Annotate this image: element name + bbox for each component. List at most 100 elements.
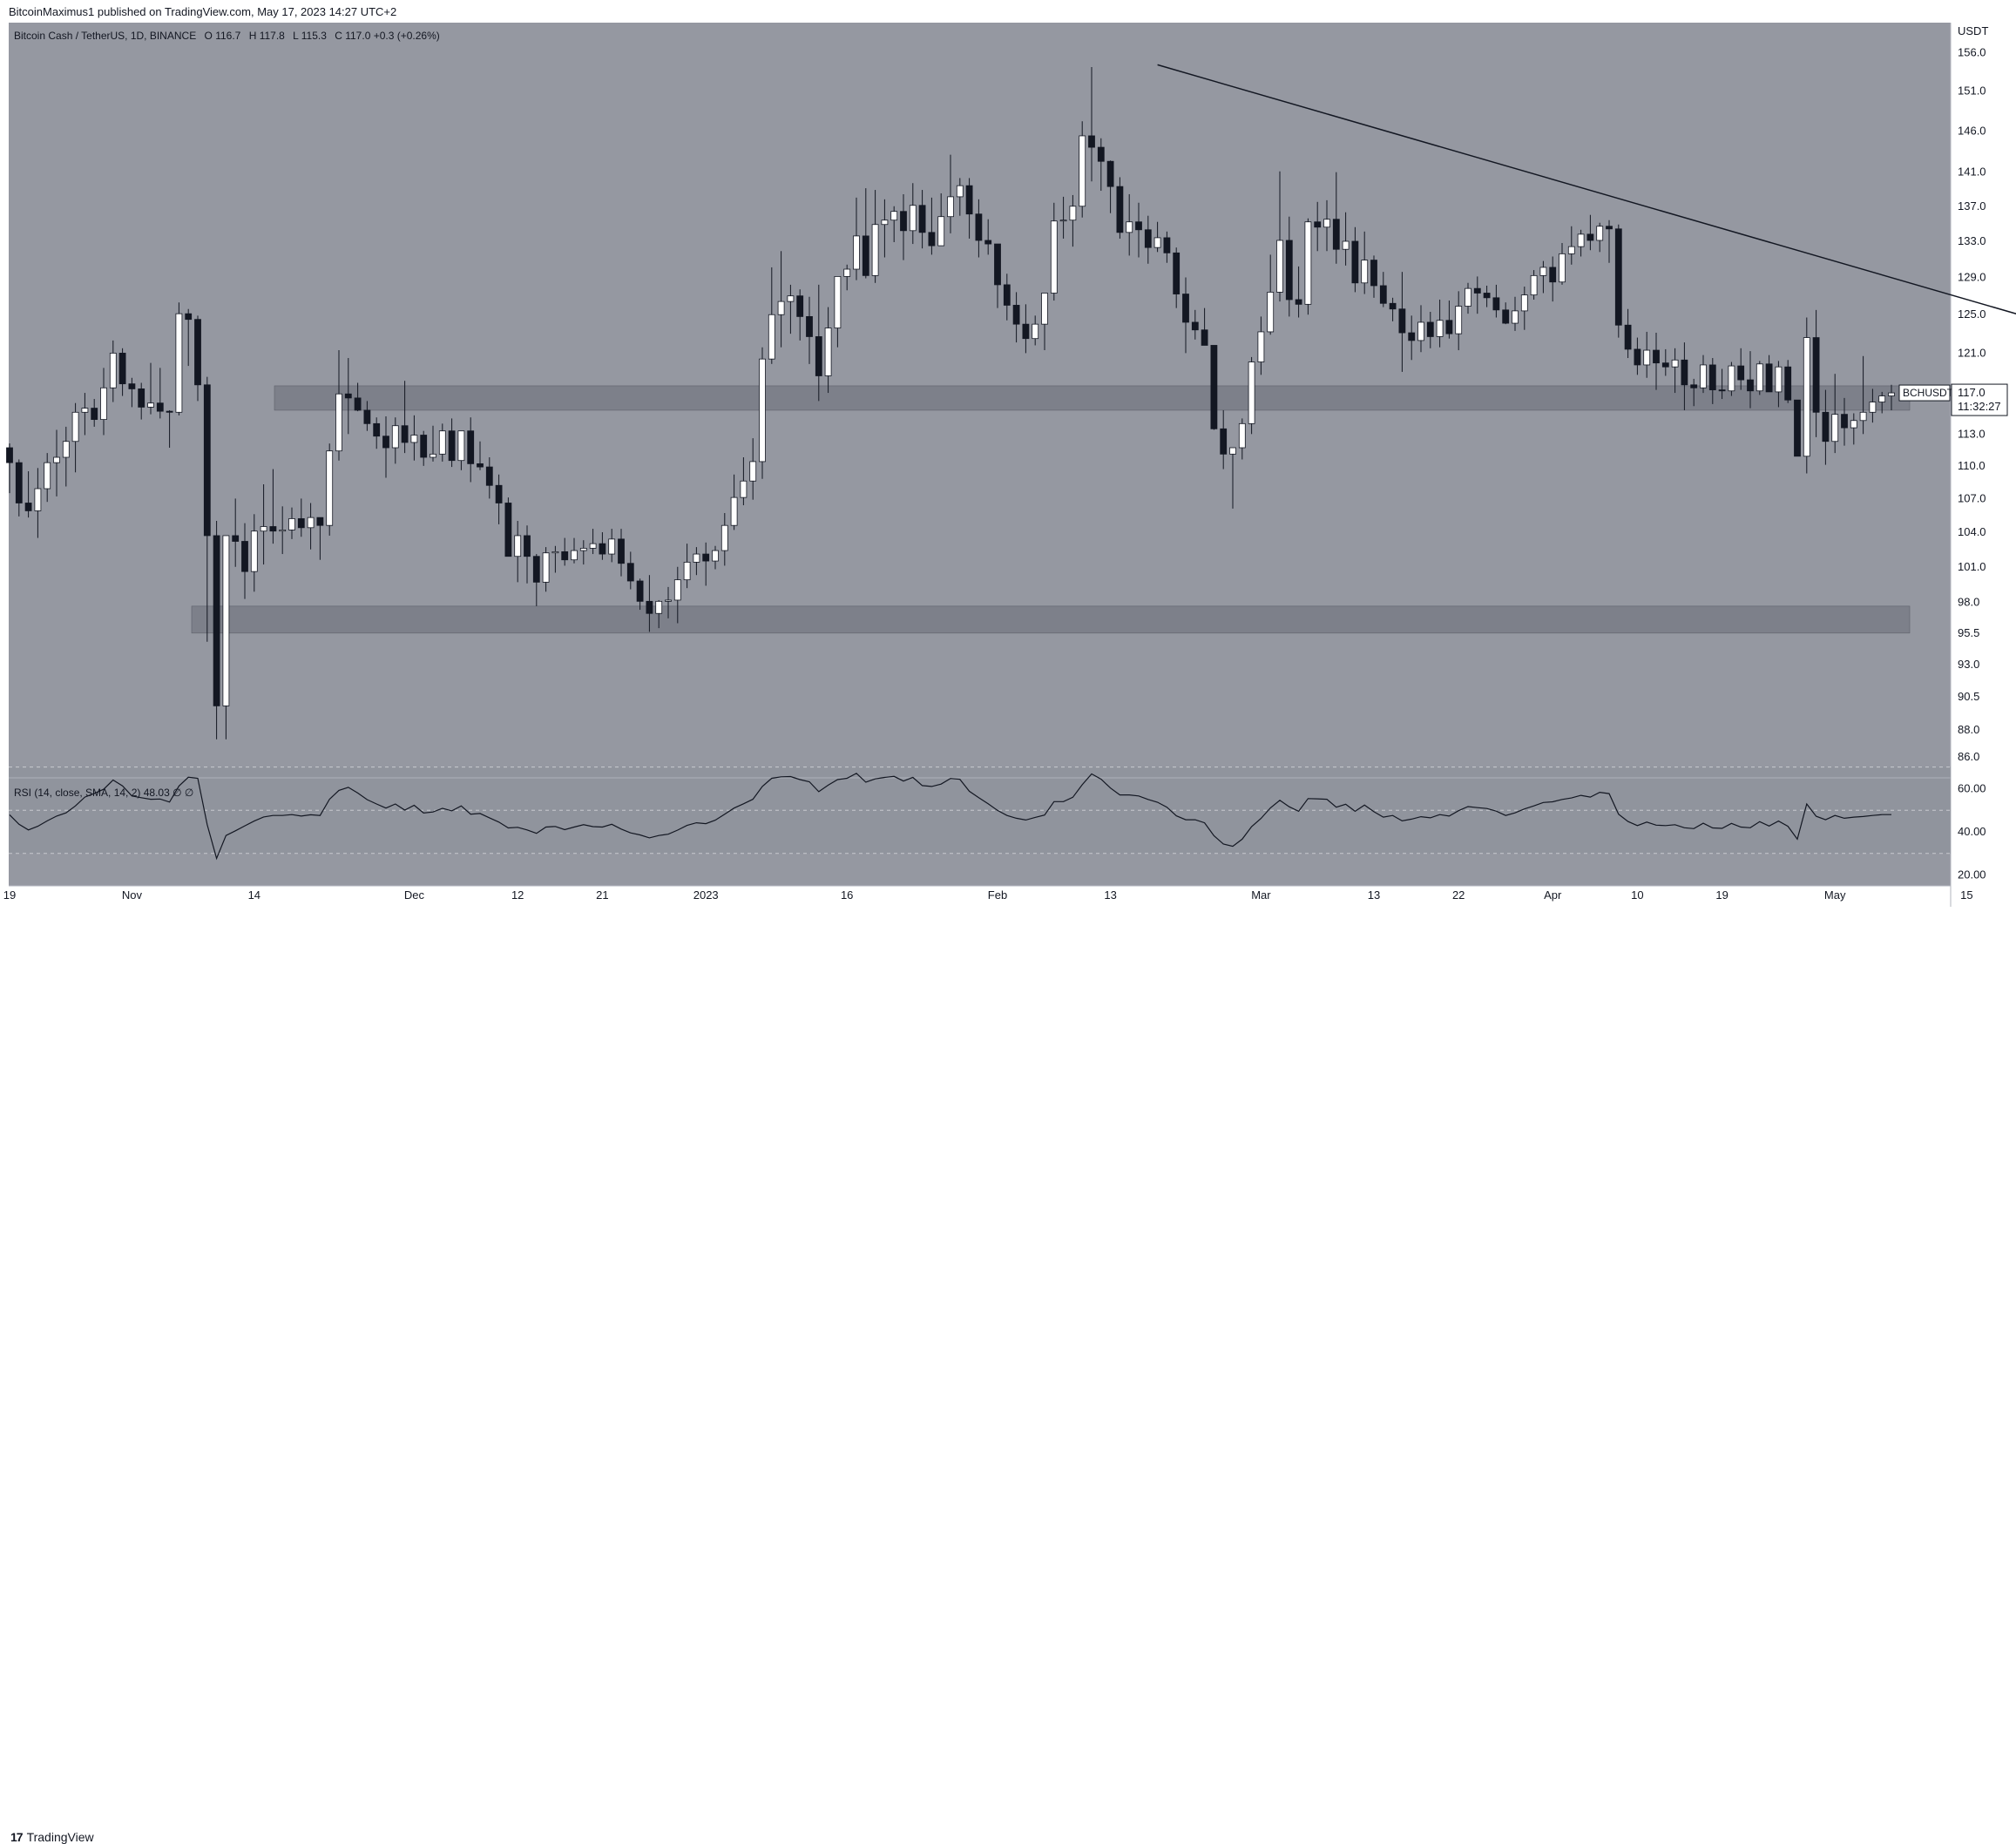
rsi-tick-label: 40.00 <box>1958 825 1986 838</box>
candle-up <box>1069 206 1077 221</box>
candle-down <box>344 393 352 399</box>
chart-area[interactable]: USDT 156.0 151.0 146.0 141.0 137.0 133.0 129.0 1… <box>0 0 2016 940</box>
candle-up <box>335 393 342 452</box>
candle-down <box>1812 337 1820 413</box>
candle-down <box>646 600 653 614</box>
candle-up <box>1465 287 1471 307</box>
time-tick-label: 19 <box>1715 888 1728 902</box>
rsi-extra: ∅ ∅ <box>170 787 194 799</box>
candle-down <box>862 235 869 276</box>
rsi-line <box>9 773 1891 861</box>
time-tick-label: 13 <box>1104 888 1116 902</box>
last-price-label: 117.0 <box>1958 386 1986 399</box>
time-tick-label: Dec <box>404 888 425 902</box>
candle-down <box>1502 309 1510 324</box>
price-tick-label: 98.0 <box>1958 596 1979 609</box>
candle-up <box>410 435 418 443</box>
candle-down <box>1012 305 1020 325</box>
price-tick-label: 151.0 <box>1958 84 1986 98</box>
time-tick-label: Nov <box>122 888 143 902</box>
trendline[interactable] <box>1157 64 2016 375</box>
price-tick-label: 86.0 <box>1958 750 1979 763</box>
candle-down <box>1681 359 1688 386</box>
candle-down <box>1285 240 1293 301</box>
candle-down <box>900 211 907 232</box>
candle-up <box>147 402 154 408</box>
candle-down <box>1379 285 1387 304</box>
candle-up <box>1436 320 1444 337</box>
candle-up <box>608 538 616 555</box>
candle-down <box>599 543 606 555</box>
candle-up <box>100 387 107 420</box>
candle-up <box>956 185 964 198</box>
candle-up <box>551 551 559 554</box>
candle-down <box>1022 323 1030 340</box>
resistance-trendline <box>1157 64 2016 314</box>
candle-down <box>1606 226 1613 230</box>
candle-up <box>693 553 700 563</box>
price-tick-label: 156.0 <box>1958 45 1986 58</box>
candle-down <box>636 580 644 602</box>
candle-up <box>881 220 889 226</box>
candle-down <box>1097 146 1105 162</box>
tradingview-logo[interactable]: 17 TradingView <box>10 1830 94 1844</box>
open-label: O <box>201 30 213 42</box>
candle-down <box>1210 345 1218 429</box>
candle-up <box>1342 240 1350 250</box>
time-tick-label: 2023 <box>693 888 719 902</box>
price-tick-label: 101.0 <box>1958 560 1986 573</box>
candle-down <box>241 541 248 572</box>
candle-up <box>430 453 436 458</box>
price-tick-label: 90.5 <box>1958 690 1979 703</box>
candle-down <box>448 430 456 462</box>
time-tick-label: 21 <box>596 888 608 902</box>
time-tick-label: 13 <box>1368 888 1380 902</box>
candle-down <box>166 410 173 413</box>
candle-down <box>1351 240 1359 284</box>
candle-down <box>1426 321 1434 337</box>
candle-up <box>890 211 898 221</box>
candle-down <box>118 353 126 385</box>
candle-down <box>401 425 409 443</box>
candle-up <box>1539 267 1547 276</box>
candle-up <box>326 450 334 526</box>
candle-up <box>109 353 117 388</box>
candle-down <box>1332 219 1340 250</box>
candle-up <box>1888 392 1895 396</box>
candle-up <box>250 530 258 572</box>
candle-down <box>561 551 569 561</box>
candle-up <box>1276 240 1283 293</box>
change-value: +0.3 (+0.26%) <box>370 30 439 42</box>
candle-up <box>1455 306 1463 334</box>
high-label: H <box>246 30 256 42</box>
candle-up <box>1577 233 1585 247</box>
candle-down <box>524 535 531 557</box>
candle-down <box>213 535 220 706</box>
candle-down <box>806 316 813 337</box>
candle-up <box>34 488 42 511</box>
candle-up <box>1079 135 1086 207</box>
candle-down <box>975 213 983 241</box>
rsi-value: 48.03 <box>140 787 170 799</box>
candle-down <box>1708 364 1716 390</box>
rsi-label: RSI (14, close, SMA, 14, 2) <box>14 787 140 799</box>
candle-down <box>1747 379 1754 392</box>
candle-down <box>1182 294 1189 323</box>
time-tick-label: 19 <box>3 888 16 902</box>
candle-down <box>6 447 13 463</box>
candle-down <box>702 553 710 562</box>
symbol-tag-box <box>1898 384 1951 402</box>
price-tick-label: 95.5 <box>1958 626 1979 639</box>
candle-up <box>1559 253 1566 283</box>
axes: USDT 156.0 151.0 146.0 141.0 137.0 133.0 129.0 1… <box>3 24 2008 902</box>
candle-up <box>673 579 681 601</box>
candle-up <box>1671 359 1679 368</box>
candle-up <box>655 600 663 614</box>
candle-down <box>1173 252 1181 294</box>
close-value: 117.0 <box>342 30 371 42</box>
candle-down <box>1784 366 1792 401</box>
candle-down <box>1106 160 1114 187</box>
candle-down <box>1003 284 1011 306</box>
candle-down <box>1389 302 1397 310</box>
low-value: 115.3 <box>298 30 327 42</box>
